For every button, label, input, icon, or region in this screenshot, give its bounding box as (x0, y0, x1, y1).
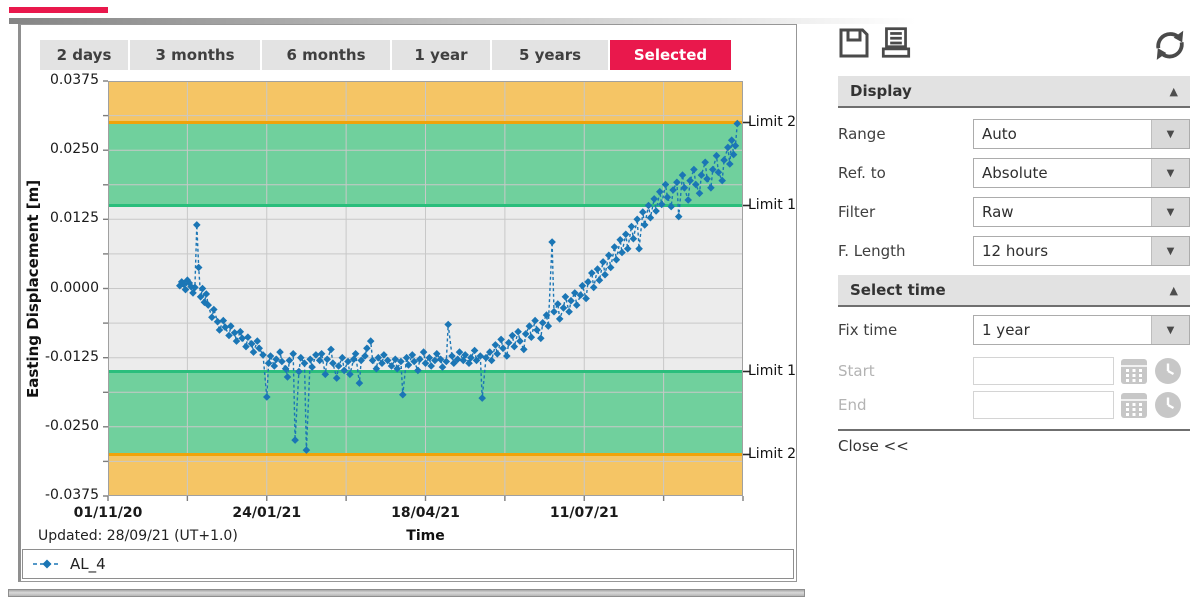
dropdown-arrow-icon[interactable]: ▼ (1151, 316, 1189, 344)
fixtime-label: Fix time (838, 321, 898, 339)
refresh-icon[interactable] (1152, 26, 1188, 64)
chart-panel: 2 days 3 months 6 months 1 year 5 years Selec… (18, 24, 797, 582)
clock-icon (1155, 392, 1181, 418)
range-label: Range (838, 125, 886, 143)
refto-value: Absolute (982, 164, 1048, 182)
filter-label: Filter (838, 203, 876, 221)
dropdown-arrow-icon[interactable]: ▼ (1151, 237, 1189, 265)
x-tick-label: 01/11/20 (73, 505, 143, 521)
panel-toolbar (838, 26, 1190, 76)
tab-3-months[interactable]: 3 months (130, 40, 260, 70)
filter-select[interactable]: Raw ▼ (973, 197, 1190, 227)
time-range-tabs: 2 days 3 months 6 months 1 year 5 years Selec… (40, 40, 731, 70)
clock-icon (1155, 358, 1181, 384)
tab-2-days[interactable]: 2 days (40, 40, 128, 70)
refto-select[interactable]: Absolute ▼ (973, 158, 1190, 188)
limit-label: Limit 2 (748, 445, 797, 462)
dropdown-arrow-icon[interactable]: ▼ (1151, 120, 1189, 148)
dropdown-arrow-icon[interactable]: ▼ (1151, 198, 1189, 226)
tab-selected[interactable]: Selected (610, 40, 731, 70)
section-header-display[interactable]: Display ▲ (838, 76, 1190, 108)
section-title: Display (850, 82, 912, 100)
start-label: Start (838, 362, 875, 380)
fixtime-select[interactable]: 1 year ▼ (973, 315, 1190, 345)
range-select[interactable]: Auto ▼ (973, 119, 1190, 149)
limit-label: Limit 1 (748, 196, 797, 213)
section-title: Select time (850, 281, 946, 299)
collapse-arrow-icon: ▲ (1169, 283, 1178, 297)
section-header-select-time[interactable]: Select time ▲ (838, 275, 1190, 307)
tab-6-months[interactable]: 6 months (262, 40, 390, 70)
refto-label: Ref. to (838, 164, 886, 182)
dropdown-arrow-icon[interactable]: ▼ (1151, 159, 1189, 187)
y-tick-label: -0.0250 (44, 417, 99, 434)
limit-label: Limit 1 (748, 362, 797, 379)
tab-5-years[interactable]: 5 years (492, 40, 608, 70)
collapsed-panel-edge (8, 589, 805, 597)
y-tick-label: -0.0375 (44, 487, 99, 503)
legend-series-marker-icon (33, 559, 61, 569)
end-date-input (973, 391, 1114, 419)
form-row-fixtime: Fix time 1 year ▼ (838, 315, 1190, 345)
fixtime-value: 1 year (982, 321, 1030, 339)
active-nav-tab-indicator (9, 7, 108, 13)
displacement-chart[interactable] (103, 80, 750, 501)
tab-1-year[interactable]: 1 year (392, 40, 490, 70)
form-row-refto: Ref. to Absolute ▼ (838, 158, 1190, 188)
calendar-icon (1121, 393, 1147, 418)
flength-select[interactable]: 12 hours ▼ (973, 236, 1190, 266)
x-tick-label: 11/07/21 (549, 505, 619, 521)
updated-note: Updated: 28/09/21 (UT+1.0) (38, 528, 238, 544)
legend-series-label[interactable]: AL_4 (70, 555, 106, 573)
calendar-icon (1121, 359, 1147, 384)
y-tick-label: 0.0250 (50, 141, 99, 158)
panel-divider (838, 429, 1190, 431)
y-tick-label: -0.0125 (44, 348, 99, 365)
y-tick-label: 0.0375 (50, 72, 99, 88)
filter-value: Raw (982, 203, 1014, 221)
form-row-end: End (838, 391, 1190, 419)
form-row-range: Range Auto ▼ (838, 119, 1190, 149)
limit-label: Limit 2 (748, 113, 797, 130)
x-tick-label: 24/01/21 (232, 505, 302, 521)
legend: AL_4 (22, 549, 794, 579)
y-tick-label: 0.0000 (50, 279, 99, 296)
settings-panel: Display ▲ Range Auto ▼ Ref. to Absolute … (838, 26, 1190, 455)
save-icon[interactable] (838, 26, 870, 60)
panel-top-edge (9, 18, 944, 24)
form-row-filter: Filter Raw ▼ (838, 197, 1190, 227)
form-row-start: Start (838, 357, 1190, 385)
range-value: Auto (982, 125, 1017, 143)
start-date-input (973, 357, 1114, 385)
print-icon[interactable] (878, 26, 914, 60)
x-axis-title: Time (406, 528, 445, 544)
x-tick-label: 18/04/21 (391, 505, 460, 521)
y-tick-label: 0.0125 (50, 210, 99, 227)
collapse-arrow-icon: ▲ (1169, 84, 1178, 98)
flength-label: F. Length (838, 242, 906, 260)
flength-value: 12 hours (982, 242, 1049, 260)
end-label: End (838, 396, 867, 414)
form-row-flength: F. Length 12 hours ▼ (838, 236, 1190, 266)
close-panel-link[interactable]: Close << (838, 437, 909, 455)
